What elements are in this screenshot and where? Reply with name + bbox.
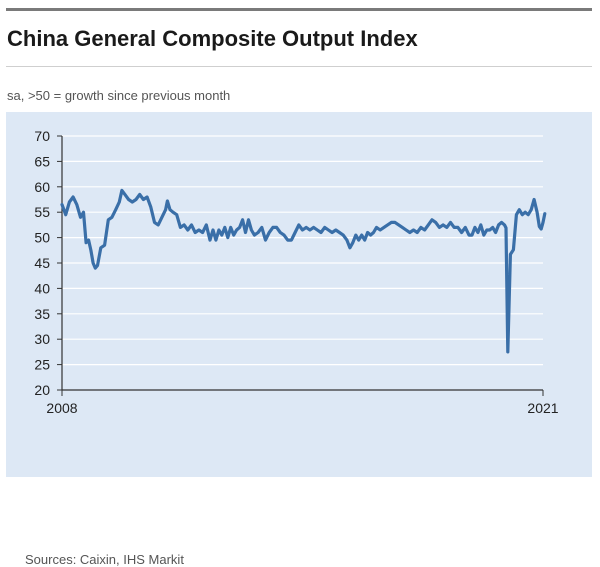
grid-lines [62,135,543,366]
y-tick-label-25: 25 [34,357,50,373]
y-tick-label-40: 40 [34,280,50,296]
series-line-0 [60,188,547,354]
top-rule [6,8,592,11]
chart-subtitle: sa, >50 = growth since previous month [7,88,231,103]
x-tick-label-2008: 2008 [46,400,77,416]
chart-title: China General Composite Output Index [7,26,418,51]
chart-panel: 20 25 30 35 40 45 50 55 60 65 70 2008 2021 Sources: … [6,112,592,567]
y-tick-label-20: 20 [34,382,50,398]
tick-labels: 20 25 30 35 40 45 50 55 60 65 70 2008 2021 [34,128,558,416]
y-tick-label-55: 55 [34,204,50,220]
y-tick-label-50: 50 [34,230,50,246]
y-tick-label-70: 70 [34,128,50,144]
axes [57,135,544,396]
y-tick-label-30: 30 [34,331,50,347]
y-tick-label-60: 60 [34,179,50,195]
y-tick-label-45: 45 [34,255,50,271]
series-layer [60,188,547,354]
x-tick-label-2021: 2021 [527,400,558,416]
source-note: Sources: Caixin, IHS Markit [25,552,184,567]
title-divider [6,66,592,67]
y-tick-label-35: 35 [34,306,50,322]
y-tick-label-65: 65 [34,153,50,169]
line-chart: 20 25 30 35 40 45 50 55 60 65 70 2008 2021 [34,128,558,416]
